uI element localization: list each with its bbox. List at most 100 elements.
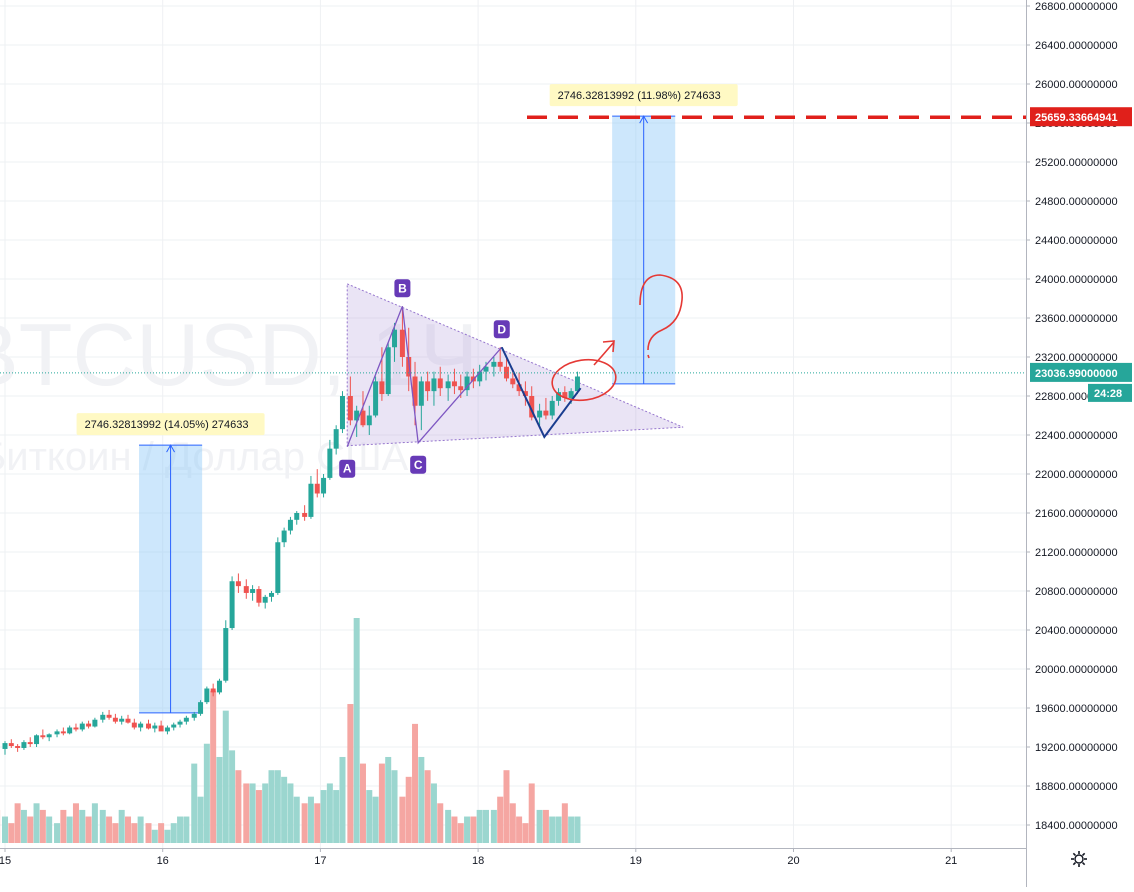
volume-bar [412, 724, 418, 843]
x-tick-label: 21 [945, 855, 957, 867]
volume-bar [516, 817, 522, 843]
candle-body [15, 746, 20, 748]
candle-body [198, 702, 203, 714]
pattern-point-D[interactable]: D [494, 320, 510, 338]
volume-bar [191, 764, 197, 843]
volume-bar [79, 810, 85, 843]
candle-body [67, 728, 72, 734]
volume-bar [21, 810, 27, 843]
volume-bar [294, 797, 300, 843]
volume-bar [425, 770, 431, 843]
volume-bar [287, 783, 293, 843]
candle [373, 377, 378, 418]
candle-body [446, 381, 451, 388]
target-price-label: 25659.33664941 [1035, 112, 1118, 124]
candle-body [321, 478, 326, 494]
volume-bar [354, 618, 360, 843]
y-tick-label: 24400.00000000 [1035, 235, 1118, 247]
volume-bar [46, 817, 52, 843]
y-tick-label: 20000.00000000 [1035, 664, 1118, 676]
x-tick-label: 17 [314, 855, 326, 867]
volume-bar [177, 817, 183, 843]
candle-body [386, 347, 391, 394]
countdown-label: 24:28 [1094, 388, 1122, 400]
candle-body [159, 726, 164, 732]
y-tick-label: 26400.00000000 [1035, 40, 1118, 52]
candle-body [419, 381, 424, 405]
candle-body [73, 728, 78, 730]
volume-bar [198, 797, 204, 843]
volume-bar [445, 810, 451, 843]
volume-bar [451, 817, 457, 843]
candle-body [510, 378, 515, 384]
volume-bar [210, 691, 216, 843]
volume-bar [171, 823, 177, 843]
y-tick-label: 22000.00000000 [1035, 469, 1118, 481]
pattern-point-label: D [497, 322, 506, 336]
candle-body [308, 484, 313, 517]
volume-bar [158, 823, 164, 843]
candle-body [100, 715, 105, 720]
pattern-point-C[interactable]: C [410, 456, 426, 474]
candle [204, 687, 209, 705]
candle-body [92, 720, 97, 727]
volume-bar [314, 803, 320, 843]
candle-body [9, 743, 14, 746]
volume-bar [125, 817, 131, 843]
pattern-point-B[interactable]: B [394, 279, 410, 297]
candle-body [55, 731, 60, 734]
pattern-point-A[interactable]: A [339, 460, 355, 478]
volume-bar [366, 790, 372, 843]
volume-bar [243, 783, 249, 843]
candle-body [132, 723, 137, 728]
volume-bar [54, 823, 60, 843]
y-tick-label: 21600.00000000 [1035, 508, 1118, 520]
y-tick-label: 19600.00000000 [1035, 703, 1118, 715]
volume-bar [477, 810, 483, 843]
candle [217, 679, 222, 695]
volume-bar [275, 770, 281, 843]
y-tick-label: 25200.00000000 [1035, 157, 1118, 169]
volume-bar [529, 783, 535, 843]
candle-body [340, 396, 345, 429]
volume-bar [360, 764, 366, 843]
volume-bar [34, 803, 40, 843]
candle [340, 391, 345, 433]
volume-bar [250, 783, 256, 843]
candle-body [138, 724, 143, 728]
volume-bar [339, 757, 345, 843]
candle-body [294, 513, 299, 520]
volume-bar [379, 764, 385, 843]
volume-bar [100, 810, 106, 843]
candle-body [438, 378, 443, 388]
volume-bar [131, 823, 137, 843]
candle-body [400, 330, 405, 357]
candle-body [47, 734, 52, 737]
candle-body [192, 714, 197, 718]
volume-bar [503, 770, 509, 843]
volume-bar [543, 810, 549, 843]
candle-body [431, 378, 436, 391]
y-tick-label: 20800.00000000 [1035, 586, 1118, 598]
volume-bar [183, 817, 189, 843]
volume-bar [204, 744, 210, 843]
candle-body [288, 520, 293, 531]
x-tick-label: 19 [630, 855, 642, 867]
pattern-point-label: B [398, 281, 407, 295]
candle-body [315, 484, 320, 494]
candle-body [184, 718, 189, 722]
volume-bar [470, 817, 476, 843]
x-tick-label: 16 [157, 855, 169, 867]
y-tick-label: 18400.00000000 [1035, 820, 1118, 832]
candle-body [263, 597, 268, 603]
volume-bar [418, 757, 424, 843]
candle-body [217, 681, 222, 693]
volume-bar [8, 823, 14, 843]
candle-body [152, 726, 157, 729]
candle-body [498, 362, 503, 367]
candle-body [230, 581, 235, 628]
candle-body [165, 728, 170, 732]
candle-body [119, 719, 124, 722]
